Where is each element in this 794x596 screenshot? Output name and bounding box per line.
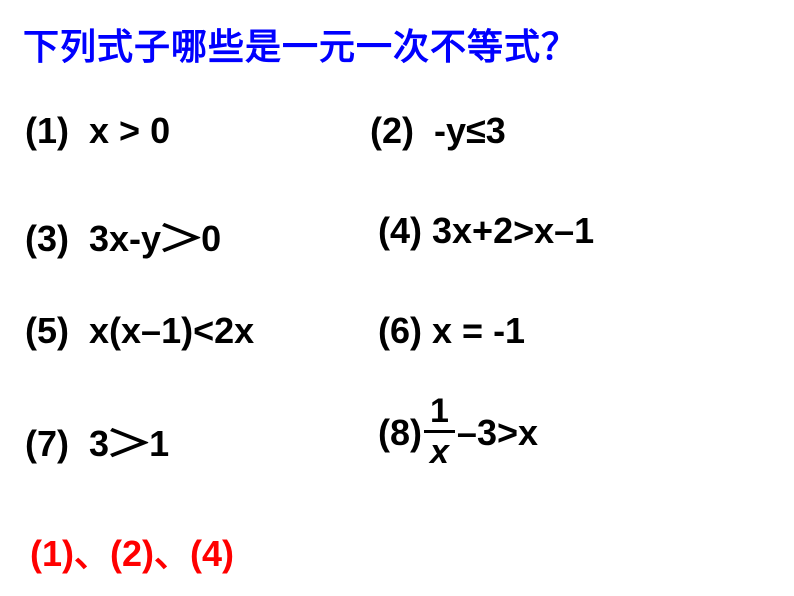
item-6: (6) x = -1 [378, 310, 525, 352]
item-5-expr: x(x–1)<2x [89, 310, 254, 351]
fraction-icon: 1x [424, 394, 455, 469]
frac-numerator: 1 [424, 394, 455, 433]
frac-denominator: x [424, 433, 455, 469]
answer-text: (1)、(2)、(4) [30, 525, 234, 577]
item-8-label: (8) [378, 412, 422, 453]
item-7: (7) 3＞1 [25, 415, 169, 467]
item-5-label: (5) [25, 310, 69, 351]
item-6-label: (6) [378, 310, 422, 351]
item-3-label: (3) [25, 218, 69, 259]
item-1: (1) x > 0 [25, 110, 170, 152]
item-2: (2) -y≤3 [370, 110, 506, 152]
item-2-expr: -y≤3 [434, 110, 506, 151]
item-1-expr: x > 0 [89, 110, 170, 151]
item-1-label: (1) [25, 110, 69, 151]
item-3-expr-a: 3x-y [89, 218, 161, 259]
item-7-label: (7) [25, 423, 69, 464]
item-2-label: (2) [370, 110, 414, 151]
item-3-gt: ＞ [158, 210, 205, 262]
item-8: (8)1x–3>x [378, 398, 538, 473]
item-3: (3) 3x-y＞0 [25, 210, 221, 262]
item-4-label: (4) [378, 210, 422, 251]
item-4-expr: 3x+2>x–1 [432, 210, 594, 251]
item-8-expr-b: –3>x [457, 412, 538, 453]
item-5: (5) x(x–1)<2x [25, 310, 254, 352]
item-4: (4) 3x+2>x–1 [378, 210, 594, 252]
item-6-expr: x = -1 [432, 310, 525, 351]
item-7-gt: ＞ [106, 415, 153, 467]
question-title: 下列式子哪些是一元一次不等式？ [23, 18, 578, 70]
